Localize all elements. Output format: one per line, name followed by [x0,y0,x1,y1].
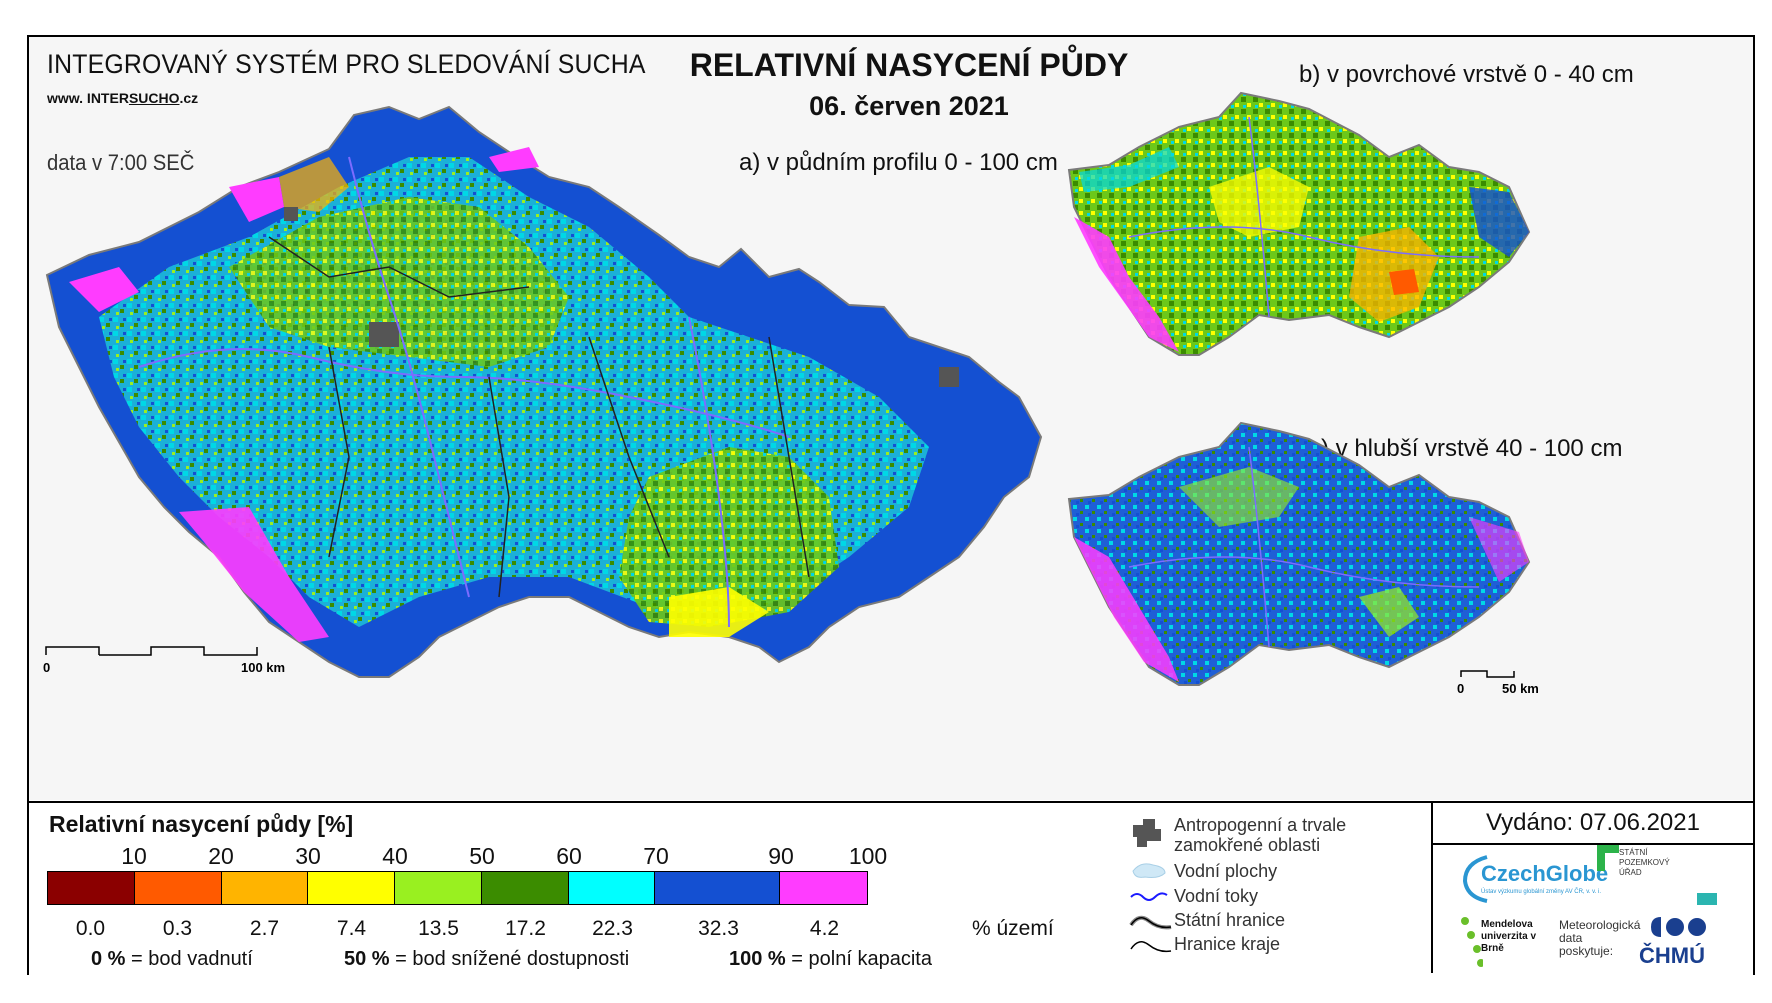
issued-date: Vydáno: 07.06.2021 [1433,803,1753,845]
legend-share-8: 4.2 [809,917,840,940]
map-a-title: a) v půdním profilu 0 - 100 cm [739,149,1058,176]
map-frame: INTEGROVANÝ SYSTÉM PRO SLEDOVÁNÍ SUCHA w… [27,35,1755,975]
legend-share-6: 22.3 [592,917,633,940]
def-reduced-availability: 50 % = bod snížené dostupnosti [344,948,630,970]
scale-bar-a: 0 100 km [43,646,285,675]
system-title: INTEGROVANÝ SYSTÉM PRO SLEDOVÁNÍ SUCHA [47,49,646,79]
mendel-logo-icon [1461,917,1483,967]
footer-divider [1431,803,1433,973]
legend-color-bar [47,871,868,905]
czechglobe-subtitle: Ústav výzkumu globální změny AV ČR, v. v… [1481,889,1602,895]
spu-mark-icon [1697,893,1717,905]
czechglobe-logo: CzechGlobe [1481,861,1609,886]
map-b [1067,91,1531,356]
water-body-icon [1132,863,1166,878]
anthropogenic-area-label: Antropogenní a trvale zamokřené oblasti [1174,815,1347,855]
map-a [45,105,1043,678]
chmu-logo-icon [1651,917,1706,937]
legend-tick-0: 10 [121,843,147,869]
state-border-icon [1129,915,1172,930]
legend-share-2: 2.7 [249,917,280,940]
legend-class-4 [395,872,482,904]
legend-class-2 [221,872,309,904]
scale-c-end: 50 km [1502,681,1539,696]
region-border-icon [1130,941,1172,953]
legend-title: Relativní nasycení půdy [%] [49,811,354,837]
legend-tick-2: 30 [295,843,321,869]
legend-share-0: 0.0 [75,917,106,940]
scale-a-zero: 0 [43,660,50,675]
anthropogenic-area-icon [1133,819,1161,847]
chmu-logo: ČHMÚ [1639,943,1705,968]
legend-class-8 [780,872,867,904]
def-field-capacity: 100 % = polní kapacita [729,948,932,970]
river-icon [1130,892,1168,901]
legend-class-6 [568,872,656,904]
scale-bar-c: 0 50 km [1457,670,1539,696]
share-unit-label: % území [972,917,1054,940]
mendel-logo: Mendelova univerzita v Brně [1481,919,1537,954]
czechglobe-logo-icon [1462,855,1488,903]
legend-tick-5: 60 [556,843,582,869]
spu-logo-icon [1597,845,1619,871]
website-link[interactable]: www. INTERSUCHO.cz [47,90,199,106]
legend-class-1 [134,872,222,904]
legend-panel: Relativní nasycení půdy [%] 10 20 30 40 50 60… [29,801,1753,975]
def-wilting-point: 0 % = bod vadnutí [91,948,253,970]
legend-class-5 [481,872,569,904]
legend-tick-7: 90 [768,843,794,869]
legend-class-3 [308,872,396,904]
map-date: 06. červen 2021 [809,91,1009,121]
river-label: Vodní toky [1174,886,1259,906]
meteo-data-label: Meteorologická data poskytuje: [1559,918,1641,958]
map-b-title: b) v povrchové vrstvě 0 - 40 cm [1299,61,1634,88]
map-c [1067,421,1531,686]
water-body-label: Vodní plochy [1174,861,1278,881]
legend-share-5: 17.2 [505,917,546,940]
region-border-label: Hranice kraje [1174,934,1281,954]
map-c-title: c) v hlubší vrstvě 40 - 100 cm [1309,435,1623,462]
data-time-label: data v 7:00 SEČ [47,150,195,175]
map-area: INTEGROVANÝ SYSTÉM PRO SLEDOVÁNÍ SUCHA w… [29,37,1753,800]
legend-tick-8: 100 [848,843,888,869]
main-title: RELATIVNÍ NASYCENÍ PŮDY [689,47,1129,83]
scale-a-end: 100 km [241,660,285,675]
state-border-label: Státní hranice [1174,910,1286,930]
spu-logo: STÁTNÍ POZEMKOVÝ ÚŘAD [1619,848,1670,877]
scale-c-zero: 0 [1457,681,1464,696]
legend-tick-4: 50 [469,843,495,869]
legend-share-7: 32.3 [698,917,739,940]
legend-tick-1: 20 [208,843,234,869]
maps-graphic: 0 100 km [43,91,1539,696]
legend-tick-3: 40 [382,843,408,869]
legend-share-3: 7.4 [336,917,367,940]
legend-tick-6: 70 [643,843,669,869]
legend-class-7 [655,872,781,904]
legend-class-0 [48,872,135,904]
legend-share-1: 0.3 [162,917,193,940]
legend-share-4: 13.5 [418,917,459,940]
